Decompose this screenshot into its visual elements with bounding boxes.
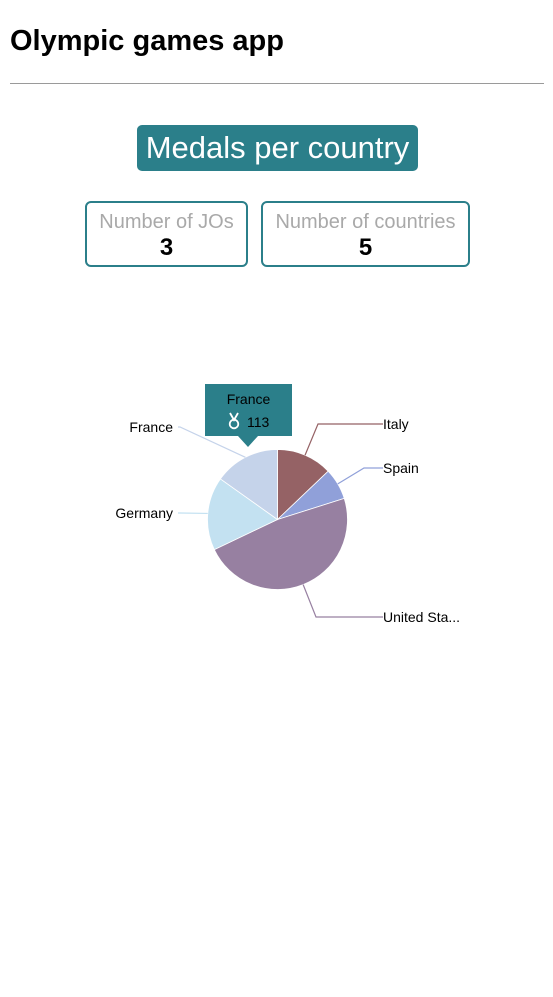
jos-count-card: Number of JOs 3 bbox=[85, 201, 248, 267]
countries-count-label: Number of countries bbox=[275, 211, 456, 233]
pie-label-italy: Italy bbox=[383, 416, 409, 432]
pie-leader-lines bbox=[178, 423, 383, 618]
pie-slice-germany[interactable] bbox=[207, 478, 279, 551]
jos-count-label: Number of JOs bbox=[99, 211, 234, 233]
leader-line-united-states bbox=[302, 584, 383, 618]
pie-slice-united-states[interactable] bbox=[213, 497, 348, 590]
tooltip-box bbox=[205, 384, 292, 447]
leader-line-spain bbox=[337, 467, 383, 485]
medal-icon bbox=[228, 412, 240, 430]
pie-label-france: France bbox=[129, 419, 173, 435]
pie-label-united-states: United Sta... bbox=[383, 609, 460, 625]
chart-tooltip: France 113 bbox=[205, 384, 292, 447]
leader-line-france bbox=[178, 426, 246, 458]
tooltip-country: France bbox=[227, 391, 271, 407]
countries-count-value: 5 bbox=[358, 234, 373, 261]
pie-slice-italy[interactable] bbox=[277, 449, 329, 521]
chart-title-banner: Medals per country bbox=[137, 125, 418, 171]
app-title: Olympic games app bbox=[10, 25, 284, 57]
medals-pie-chart[interactable]: Italy Spain United Sta... Germany France Fra… bbox=[0, 300, 553, 700]
tooltip-value: 113 bbox=[247, 414, 270, 430]
leader-line-italy bbox=[304, 423, 383, 456]
pie-label-spain: Spain bbox=[383, 460, 419, 476]
pie-label-germany: Germany bbox=[115, 505, 173, 521]
pie-slices bbox=[207, 449, 348, 590]
header-divider bbox=[10, 83, 544, 84]
jos-count-value: 3 bbox=[159, 234, 174, 261]
pie-labels: Italy Spain United Sta... Germany France bbox=[115, 416, 460, 625]
countries-count-card: Number of countries 5 bbox=[261, 201, 470, 267]
